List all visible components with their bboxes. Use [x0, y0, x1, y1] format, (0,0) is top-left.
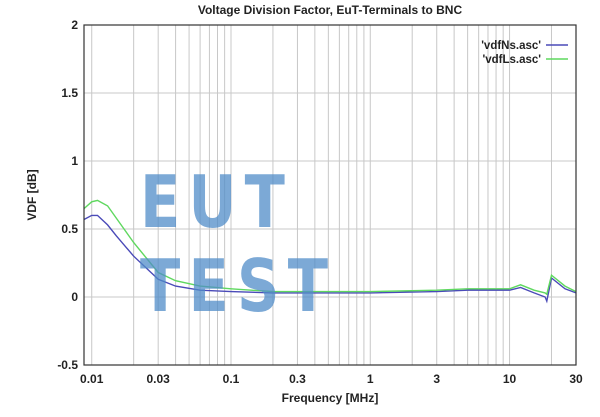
x-tick-label: 1: [367, 372, 374, 386]
chart-title: Voltage Division Factor, EuT-Terminals t…: [198, 3, 463, 17]
plot-frame: [83, 24, 577, 366]
legend-label: 'vdfNs.asc': [481, 40, 541, 52]
x-tick-label: 0.01: [80, 372, 104, 386]
x-tick-label: 0.03: [147, 372, 171, 386]
y-tick-label: 1.5: [61, 86, 78, 100]
x-tick-label: 0.3: [289, 372, 306, 386]
series-line-2: [83, 199, 577, 296]
legend-label: 'vdfLs.asc': [482, 54, 541, 66]
y-tick-label: -0.5: [57, 358, 78, 372]
x-axis-label: Frequency [MHz]: [282, 391, 379, 405]
y-axis-label: VDF [dB]: [25, 169, 39, 220]
y-tick-label: 1: [71, 154, 78, 168]
series-line-1: [83, 214, 577, 304]
y-tick-label: 2: [71, 18, 78, 32]
x-tick-label: 3: [433, 372, 440, 386]
y-tick-label: 0: [71, 290, 78, 304]
x-tick-label: 0.1: [223, 372, 240, 386]
y-tick-label: 0.5: [61, 222, 78, 236]
x-tick-label: 10: [503, 372, 517, 386]
watermark: EUT TEST: [140, 160, 337, 328]
x-tick-label: 30: [569, 372, 583, 386]
